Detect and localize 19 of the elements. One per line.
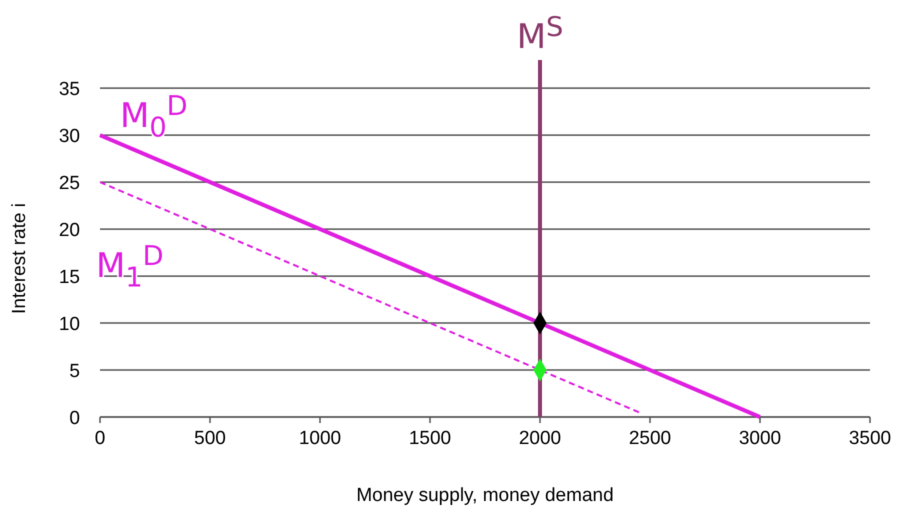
x-tick-label: 1500 [408, 428, 452, 449]
x-tick-label: 2000 [518, 428, 562, 449]
y-tick-label: 25 [58, 173, 80, 194]
y-tick-label: 5 [69, 361, 80, 382]
ref-line-label: M$^{S}$ [516, 12, 564, 57]
x-tick-label: 2500 [628, 428, 672, 449]
y-tick-label: 15 [58, 267, 80, 288]
y-tick-label: 10 [58, 314, 80, 336]
x-tick-label: 3500 [848, 428, 892, 449]
y-tick-label: 20 [58, 220, 80, 242]
x-tick-label: 1000 [298, 428, 342, 449]
x-tick-label: 0 [94, 428, 106, 449]
x-axis-title: Money supply, money demand [356, 485, 614, 506]
y-tick-label: 0 [69, 408, 80, 429]
y-tick-label: 30 [58, 126, 80, 148]
x-tick-label: 3000 [738, 428, 782, 449]
y-tick-label: 35 [58, 79, 80, 100]
y-axis-title: Interest rate i [9, 203, 30, 314]
x-tick-label: 500 [194, 428, 226, 449]
